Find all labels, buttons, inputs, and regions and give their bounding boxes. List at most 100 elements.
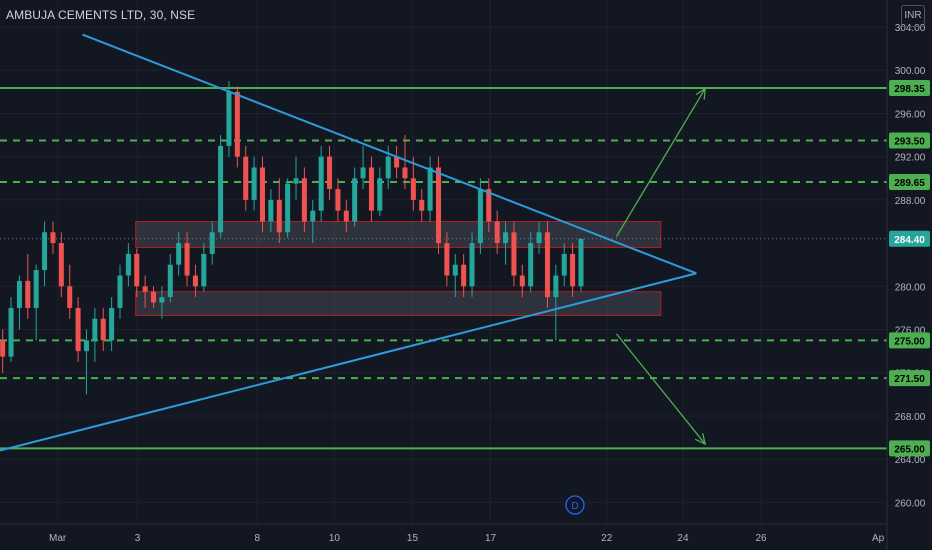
time-tick-label: Ap [872,533,885,544]
price-tick-label: 292.00 [895,153,926,164]
candle-body [310,210,316,222]
time-axis: Mar 3 8 10 15 17 22 24 26 Ap [0,523,887,544]
candle-body [301,178,307,222]
level-label: 289.65 [894,178,925,189]
candle-body [578,238,584,287]
candle-body [176,243,182,265]
candle-body [276,199,282,233]
candle-body [385,156,391,179]
candle-body [92,318,98,341]
candle-body [561,253,567,276]
candle-body [486,189,492,222]
candle-body [8,307,14,357]
candle-body [83,340,89,352]
candle-body [117,275,123,308]
price-tick-label: 304.00 [895,23,926,34]
candle-body [394,156,400,168]
level-label-bg [889,332,930,349]
candle-body [50,232,56,244]
grid [0,0,887,524]
time-tick-label: 24 [677,533,689,544]
candle-body [469,243,475,287]
time-tick-label: 17 [485,533,497,544]
candle-body [226,91,232,146]
time-tick-label: 26 [755,533,767,544]
time-tick-label: 15 [407,533,419,544]
arrow-head-up [695,87,706,100]
candle-body [234,91,240,157]
dividend-marker[interactable]: D [565,495,585,515]
price-tick-label: 260.00 [895,498,926,509]
candle-body [293,178,299,184]
candle-body [100,318,106,341]
price-tick-label: 268.00 [895,412,926,423]
trendline-2 [0,272,697,452]
candle-body [452,264,458,276]
candle-body [477,189,483,244]
candle-body [218,145,224,233]
candle-body [435,167,442,244]
candle-body [461,264,467,287]
candle-body [570,253,576,287]
candle-body [0,340,6,357]
candle-body [544,232,550,298]
level-label: 265.00 [894,444,925,455]
dividend-marker-circle [565,495,585,515]
arrow-head-down [694,433,707,446]
price-tick-label: 296.00 [895,109,926,120]
chart-title: AMBUJA CEMENTS LTD, 30, NSE [6,8,196,22]
candle-body [268,199,274,222]
candle-body [259,167,266,222]
candle-body [318,156,324,211]
level-label-bg [889,174,930,191]
candle-body [368,167,374,211]
dividend-marker-label: D [571,501,578,512]
level-label: 293.50 [894,136,925,147]
currency-button[interactable]: INR [901,5,925,27]
candle-body [444,243,450,276]
candle-body [192,275,198,287]
candle-body [553,275,559,298]
candle-body [125,253,131,276]
candle-body [352,178,358,222]
level-label-bg [889,440,930,457]
candle-body [42,232,48,271]
candle-body [25,280,31,308]
candle-body [75,307,81,352]
level-label: 298.35 [894,84,925,95]
price-axis: 304.00 300.00 296.00 292.00 288.00 280.00 276.… [886,0,930,550]
candle-body [360,167,366,179]
trendline-1 [82,33,697,275]
candle-body [519,275,525,287]
time-tick-label: Mar [49,533,67,544]
candle-body [402,167,408,179]
candle-body [243,156,249,200]
candle-body [209,232,215,254]
price-tick-label: 300.00 [895,66,926,77]
candle-body [377,178,383,211]
candles [0,81,584,395]
level-label: 275.00 [894,336,925,347]
candle-body [410,178,416,200]
time-tick-label: 10 [329,533,341,544]
arrow-shaft-down [615,333,706,445]
candle-body [327,156,333,190]
candle-body [503,232,509,244]
level-label-bg [889,132,930,149]
level-label-bg [889,80,930,97]
candle-body [184,243,190,276]
candle-body [151,291,157,303]
time-tick-label: 22 [601,533,613,544]
candle-body [159,297,165,303]
candle-body [285,183,291,233]
time-tick-label: 8 [254,533,260,544]
price-tick-label: 276.00 [895,326,926,337]
candle-body [251,167,257,200]
candle-body [335,189,341,211]
candle-body [134,253,140,287]
candle-body [58,243,64,287]
candle-body [33,270,39,308]
last-price-label-bg [889,230,930,247]
candle-body [511,232,517,276]
